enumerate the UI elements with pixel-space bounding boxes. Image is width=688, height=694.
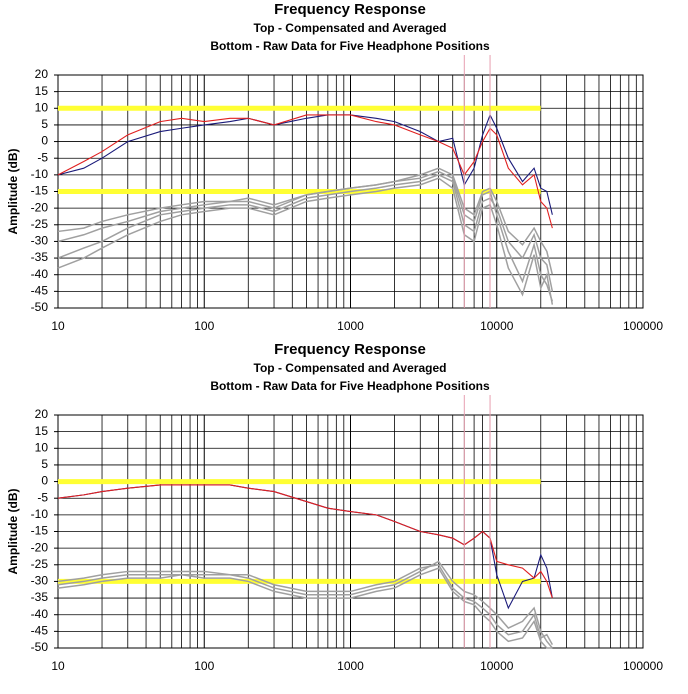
y-tick-label: 0 <box>41 474 48 488</box>
chart-title: Frequency Response <box>274 341 426 358</box>
x-tick-label: 1000 <box>337 319 364 333</box>
series-line <box>57 174 554 292</box>
y-tick-label: -15 <box>31 524 49 538</box>
x-tick-label: 100000 <box>623 659 663 673</box>
y-axis-label: Amplitude (dB) <box>6 489 20 575</box>
y-tick-label: -30 <box>31 234 49 248</box>
y-tick-label: -25 <box>31 557 49 571</box>
series-line <box>57 167 554 275</box>
x-tick-label: 10 <box>51 319 65 333</box>
y-tick-label: 20 <box>35 407 49 421</box>
y-tick-label: -10 <box>31 167 49 181</box>
y-tick-label: 5 <box>41 117 48 131</box>
x-tick-label: 100 <box>194 659 214 673</box>
y-tick-label: -40 <box>31 267 49 281</box>
y-tick-label: -25 <box>31 217 49 231</box>
y-tick-label: 15 <box>35 84 49 98</box>
y-tick-label: -15 <box>31 184 49 198</box>
y-tick-label: -30 <box>31 574 49 588</box>
series-line <box>57 177 554 305</box>
y-tick-label: -50 <box>31 640 49 654</box>
y-tick-label: 5 <box>41 457 48 471</box>
series-line <box>57 563 554 646</box>
x-tick-label: 10000 <box>480 659 514 673</box>
x-tick-label: 100 <box>194 319 214 333</box>
series-line <box>57 484 553 599</box>
y-tick-label: -35 <box>31 250 49 264</box>
y-tick-label: 10 <box>35 100 49 114</box>
series-line <box>57 114 553 229</box>
y-tick-label: -45 <box>31 624 49 638</box>
x-tick-label: 1000 <box>337 659 364 673</box>
y-tick-label: -50 <box>31 300 49 314</box>
x-tick-label: 100000 <box>623 319 663 333</box>
y-axis-label: Amplitude (dB) <box>6 149 20 235</box>
y-tick-label: -40 <box>31 607 49 621</box>
x-tick-label: 10 <box>51 659 65 673</box>
chart-subtitle: Bottom - Raw Data for Five Headphone Pos… <box>210 379 490 393</box>
chart-title: Frequency Response <box>274 1 426 18</box>
y-tick-label: 10 <box>35 440 49 454</box>
chart-subtitle: Top - Compensated and Averaged <box>254 361 447 375</box>
x-tick-label: 10000 <box>480 319 514 333</box>
y-tick-label: -5 <box>37 490 48 504</box>
y-tick-label: -10 <box>31 507 49 521</box>
y-tick-label: -20 <box>31 200 49 214</box>
y-tick-label: -45 <box>31 284 49 298</box>
y-tick-label: -5 <box>37 150 48 164</box>
series-line <box>57 113 553 215</box>
chart-subtitle: Bottom - Raw Data for Five Headphone Pos… <box>210 39 490 53</box>
y-tick-label: 0 <box>41 134 48 148</box>
y-tick-label: 15 <box>35 424 49 438</box>
y-tick-label: -20 <box>31 540 49 554</box>
chart-subtitle: Top - Compensated and Averaged <box>254 21 447 35</box>
series-line <box>57 560 553 649</box>
y-tick-label: -35 <box>31 590 49 604</box>
y-tick-label: 20 <box>35 67 49 81</box>
series-line <box>57 567 553 649</box>
